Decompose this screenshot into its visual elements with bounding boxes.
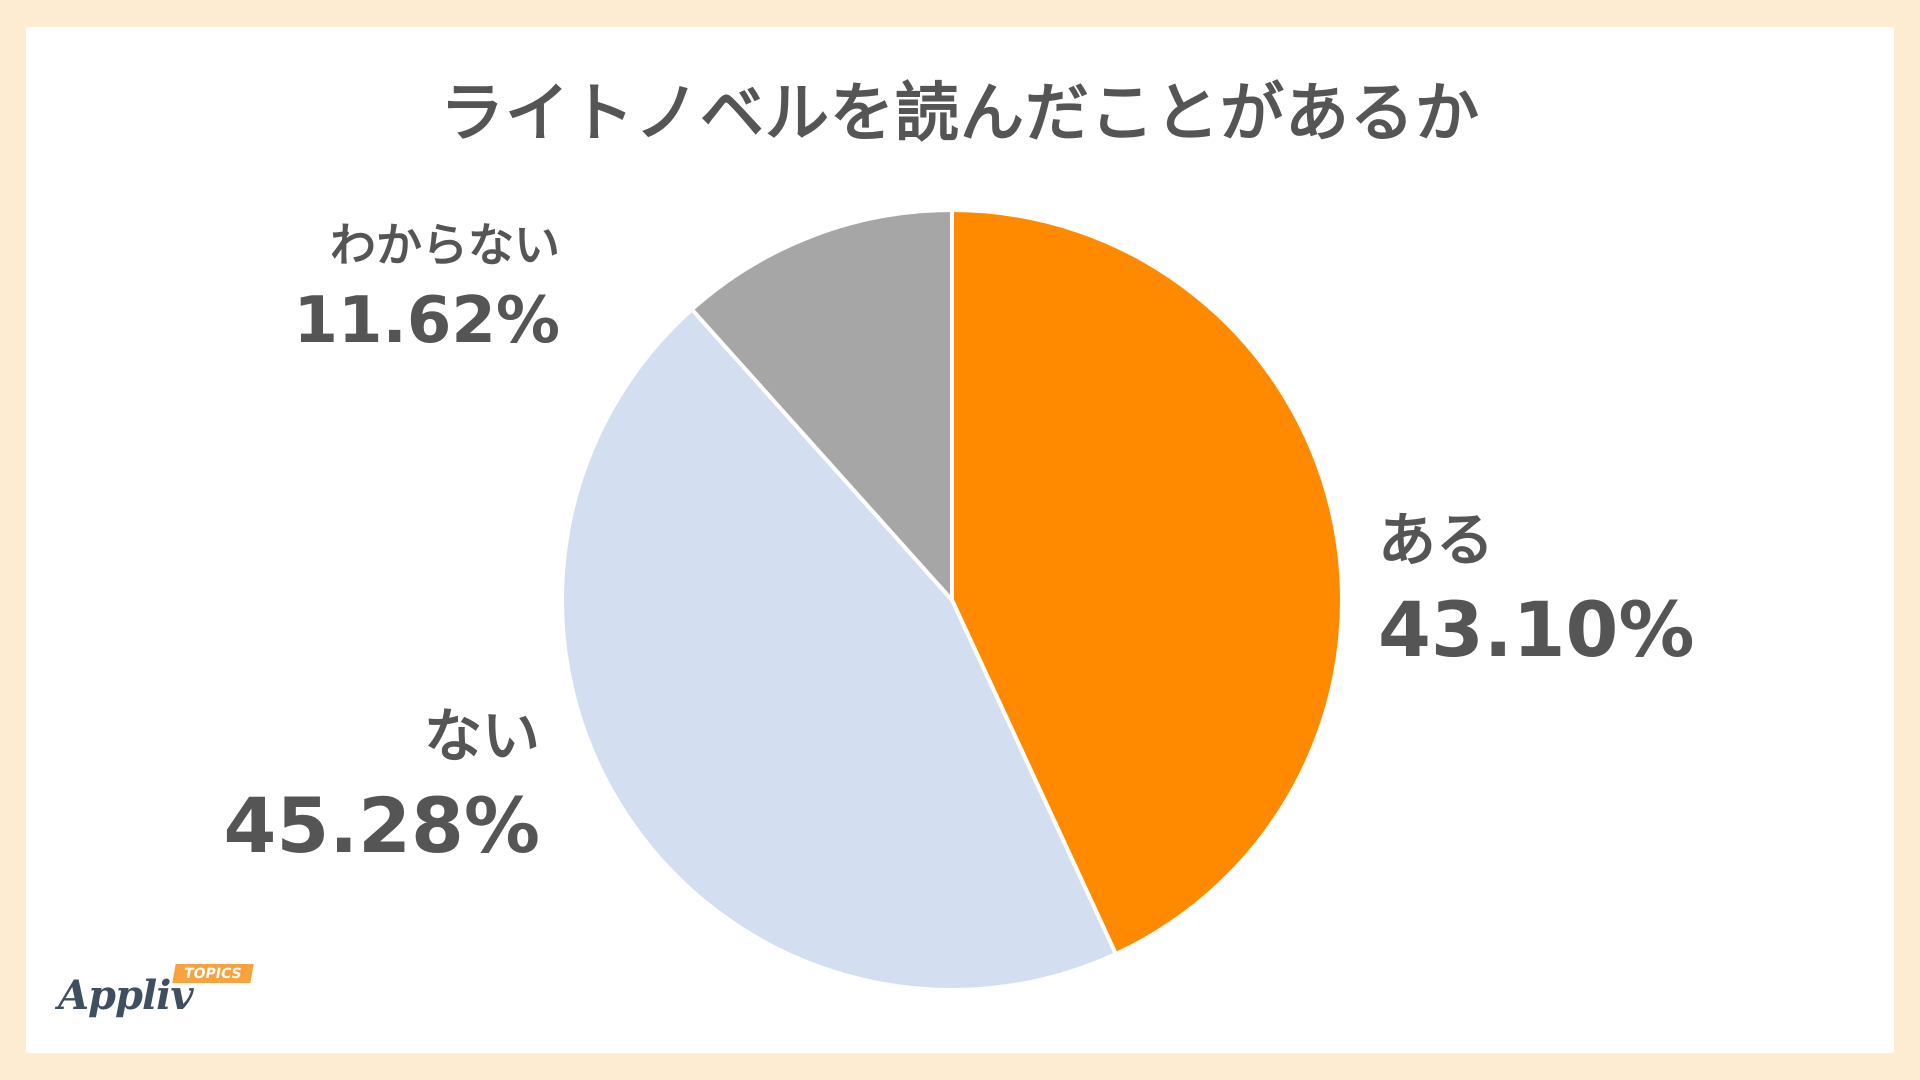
logo-badge: TOPICS [172, 964, 254, 983]
slice-label-nai: ない 45.28% [220, 696, 540, 876]
slice-name-aru: ある [1378, 506, 1495, 574]
slice-value-aru: 43.10% [1378, 585, 1695, 674]
slice-label-wakaranai: わからない 11.62% [260, 212, 560, 364]
pie-slice-aru [950, 208, 1344, 956]
appliv-topics-logo: Appliv TOPICS [58, 964, 254, 1019]
slice-value-nai: 45.28% [223, 781, 540, 870]
slice-value-wakaranai: 11.62% [293, 284, 560, 358]
logo-text: Appliv [58, 972, 194, 1019]
slice-name-wakaranai: わからない [330, 218, 560, 272]
pie-slice-nai [560, 307, 1118, 992]
pie-slice-wakaranai [689, 208, 954, 602]
slice-label-aru: ある 43.10% [1378, 500, 1695, 680]
chart-title: ライトノベルを読んだことがあるか [440, 77, 1480, 151]
slice-name-nai: ない [423, 702, 540, 770]
